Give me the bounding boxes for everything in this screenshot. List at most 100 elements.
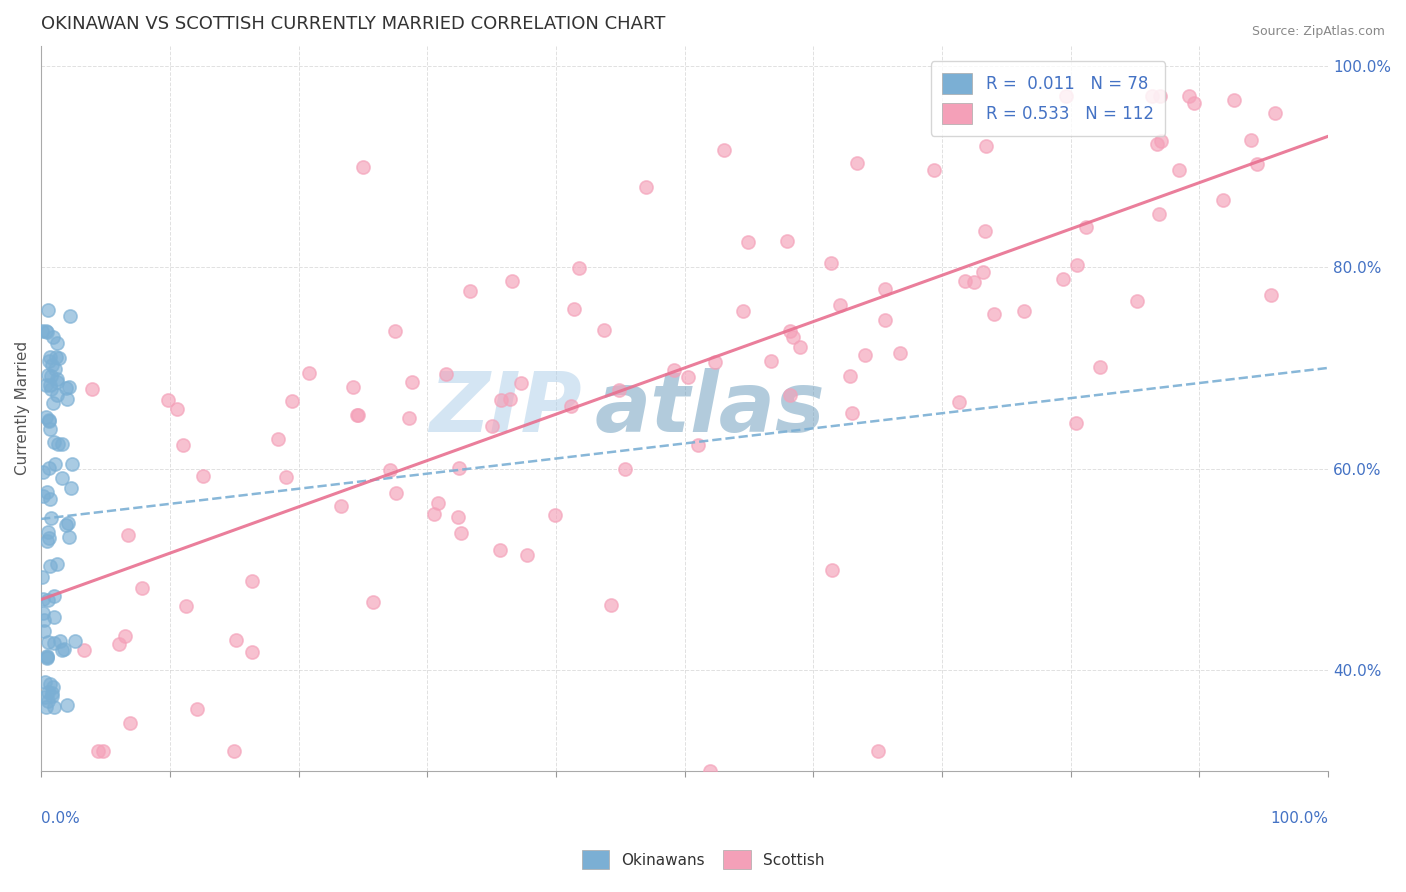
Point (37, 592, 59, 607)
Point (830, 298, 852, 312)
Point (38, 413, 60, 427)
Point (39, 422, 62, 436)
Point (686, 438, 709, 452)
Point (32, 624, 55, 638)
Point (46, 336, 69, 351)
Point (423, 507, 446, 521)
Point (1142, 89, 1164, 103)
Point (38, 461, 60, 475)
Text: 100.0%: 100.0% (1270, 811, 1329, 826)
Point (58, 530, 80, 544)
Point (191, 468, 214, 483)
Point (38, 354, 60, 368)
Point (240, 645, 263, 659)
Point (489, 392, 512, 407)
Point (41, 686, 63, 700)
Point (42, 681, 65, 695)
Point (131, 582, 153, 596)
Point (873, 313, 896, 327)
Point (1052, 272, 1074, 286)
Point (52, 642, 75, 657)
Point (953, 274, 976, 288)
Point (117, 527, 139, 541)
Point (46, 372, 69, 386)
Point (41, 329, 63, 343)
Point (39, 369, 62, 384)
Point (35, 409, 58, 424)
Point (972, 265, 994, 279)
Point (820, 256, 842, 270)
Point (384, 324, 406, 338)
Point (488, 542, 510, 557)
Point (779, 388, 801, 402)
Legend: R =  0.011   N = 78, R = 0.533   N = 112: R = 0.011 N = 78, R = 0.533 N = 112 (931, 62, 1166, 136)
Point (39, 491, 62, 506)
Point (662, 362, 685, 376)
Point (51, 643, 73, 657)
Point (447, 510, 470, 524)
Point (38, 559, 60, 574)
Point (501, 274, 523, 288)
Point (281, 394, 304, 409)
Point (39, 677, 62, 691)
Point (1223, 94, 1246, 108)
Point (37, 634, 59, 648)
Point (481, 419, 503, 434)
Point (72, 643, 94, 657)
Point (1054, 89, 1077, 103)
Point (186, 702, 208, 716)
Point (55, 381, 77, 395)
Point (560, 400, 582, 414)
Point (1066, 258, 1088, 272)
Point (1076, 219, 1098, 234)
Point (347, 408, 370, 422)
Point (44, 610, 66, 624)
Point (782, 329, 804, 343)
Point (401, 375, 423, 389)
Point (32, 466, 55, 480)
Point (41, 396, 63, 410)
Point (32, 606, 55, 620)
Point (600, 598, 623, 612)
Point (60, 481, 83, 495)
Point (41, 358, 63, 372)
Point (609, 384, 631, 398)
Point (342, 380, 364, 394)
Point (34, 675, 56, 690)
Point (41, 511, 63, 525)
Point (37, 685, 59, 699)
Point (983, 307, 1005, 321)
Point (1147, 207, 1170, 221)
Point (55, 517, 77, 532)
Point (713, 143, 735, 157)
Point (44, 362, 66, 376)
Point (156, 392, 179, 407)
Text: ZIP: ZIP (429, 368, 582, 449)
Point (86, 743, 108, 757)
Point (568, 261, 591, 276)
Point (634, 179, 657, 194)
Point (37, 303, 59, 318)
Point (363, 595, 385, 609)
Point (56, 392, 79, 406)
Point (48, 351, 70, 365)
Point (45, 350, 67, 364)
Point (853, 348, 876, 362)
Point (51, 437, 73, 451)
Point (1168, 163, 1191, 178)
Point (889, 346, 911, 360)
Point (35, 533, 58, 548)
Point (91, 743, 114, 757)
Point (1014, 303, 1036, 318)
Point (789, 340, 811, 354)
Point (963, 275, 986, 289)
Point (873, 282, 896, 296)
Point (1246, 157, 1268, 171)
Point (1264, 106, 1286, 120)
Point (37, 694, 59, 708)
Point (761, 354, 783, 368)
Point (1212, 193, 1234, 207)
Point (821, 563, 844, 577)
Point (544, 508, 567, 523)
Point (974, 139, 997, 153)
